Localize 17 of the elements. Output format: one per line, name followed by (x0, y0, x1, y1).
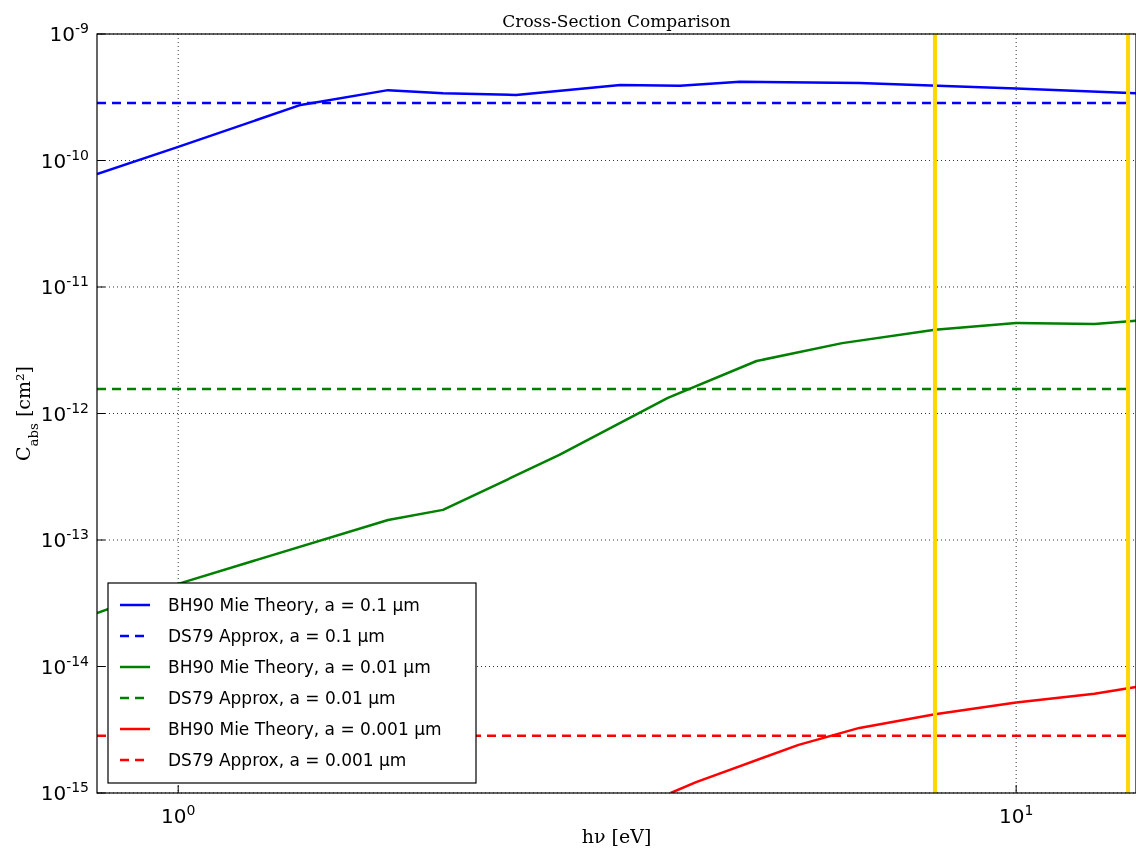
y-tick-label: 10$^{-11}$ (40, 273, 89, 299)
legend-label: BH90 Mie Theory, a = 0.1 μm (168, 595, 420, 615)
legend-label: DS79 Approx, a = 0.01 μm (168, 688, 396, 708)
y-tick-label: 10$^{-12}$ (40, 399, 89, 426)
y-tick-label: 10$^{-14}$ (40, 652, 90, 679)
x-tick-label: 10$^{1}$ (998, 802, 1034, 828)
legend-label: DS79 Approx, a = 0.001 μm (168, 750, 407, 770)
legend-label: BH90 Mie Theory, a = 0.01 μm (168, 657, 431, 677)
legend-label: DS79 Approx, a = 0.1 μm (168, 626, 385, 646)
chart-title: Cross-Section Comparison (502, 11, 731, 31)
x-axis-title: hν [eV] (581, 825, 652, 847)
x-tick-label: 10$^{0}$ (161, 802, 196, 828)
y-tick-label: 10$^{-15}$ (40, 779, 89, 805)
y-tick-label: 10$^{-9}$ (49, 20, 89, 46)
y-tick-label: 10$^{-13}$ (40, 526, 89, 552)
legend-label: BH90 Mie Theory, a = 0.001 μm (168, 719, 442, 739)
y-tick-label: 10$^{-10}$ (40, 146, 89, 173)
